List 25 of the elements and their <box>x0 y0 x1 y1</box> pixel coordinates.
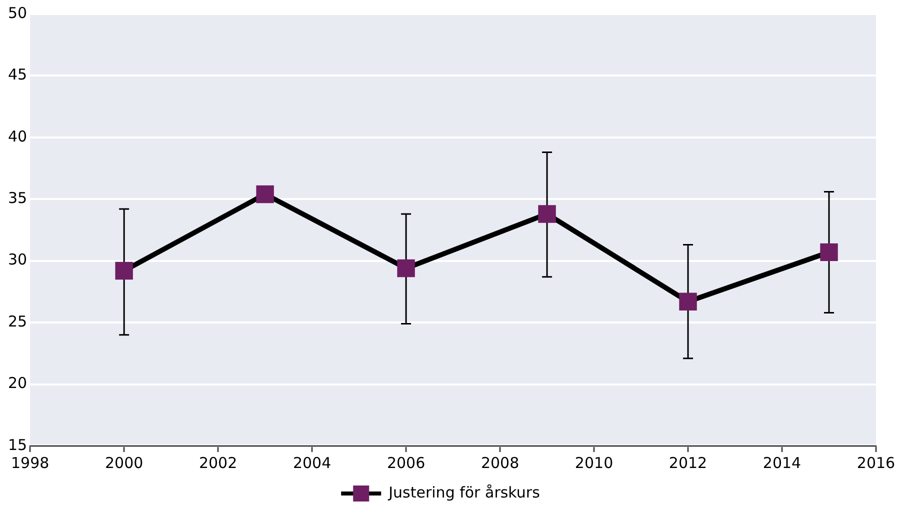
point <box>538 205 556 223</box>
point <box>679 292 697 310</box>
y-tick-label: 40 <box>8 127 28 146</box>
point <box>397 259 415 278</box>
point <box>115 262 133 280</box>
x-tick-label: 2004 <box>292 454 332 472</box>
x-tick-label: 2016 <box>856 454 896 472</box>
x-tick-label: 2010 <box>574 454 614 472</box>
y-tick-label: 35 <box>8 189 28 208</box>
x-tick-label: 2012 <box>668 454 708 472</box>
x-tick-label: 2008 <box>480 454 520 472</box>
x-tick-label: 2014 <box>762 454 802 472</box>
y-tick-label: 15 <box>8 436 28 454</box>
y-tick-label: 25 <box>8 312 28 330</box>
x-tick-label: 1998 <box>10 454 50 472</box>
x-tick-label: 2000 <box>104 454 144 472</box>
x-tick-label: 2006 <box>386 454 426 472</box>
point <box>820 243 838 262</box>
y-tick-label: 20 <box>8 374 28 392</box>
y-tick-label: 50 <box>8 4 28 22</box>
y-tick-label: 30 <box>8 250 28 269</box>
point <box>256 185 274 204</box>
x-tick-label: 2002 <box>198 454 238 472</box>
y-tick-label: 45 <box>8 66 28 84</box>
legend-label: Justering för årskurs <box>388 483 540 502</box>
